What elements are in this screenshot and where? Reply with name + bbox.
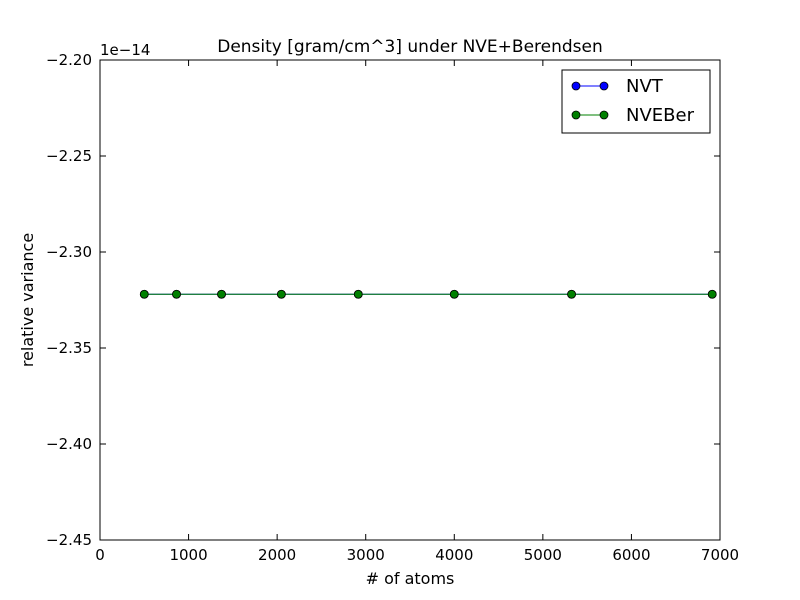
data-point-nveber <box>139 289 149 299</box>
y-offset-label: 1e−14 <box>100 41 150 59</box>
x-axis-label: # of atoms <box>366 569 455 588</box>
legend: NVT NVEBer <box>561 69 711 134</box>
legend-label-nveber: NVEBer <box>626 105 695 126</box>
data-point-nveber <box>707 289 717 299</box>
y-tick-label: −2.30 <box>46 243 92 261</box>
legend-entry-nveber: NVEBer <box>571 105 695 126</box>
y-tick-label: −2.25 <box>46 147 92 165</box>
legend-marker-nveber <box>599 110 609 120</box>
x-tick-label: 2000 <box>258 546 296 564</box>
x-tick-label: 6000 <box>612 546 650 564</box>
legend-marker-nvt <box>571 81 581 91</box>
y-tick-label: −2.35 <box>46 339 92 357</box>
y-tick-label: −2.45 <box>46 531 92 549</box>
y-tick-label: −2.40 <box>46 435 92 453</box>
axis-layer: 0 1000 2000 3000 4000 5000 6000 7000 −2.20 −2.25 −… <box>46 51 739 564</box>
x-tick-label: 5000 <box>524 546 562 564</box>
data-point-nveber <box>353 289 363 299</box>
data-point-nveber <box>172 289 181 299</box>
data-point-nveber <box>567 289 576 299</box>
legend-frame <box>561 69 711 134</box>
x-tick-label: 1000 <box>169 546 207 564</box>
chart-title: Density [gram/cm^3] under NVE+Berendsen <box>217 37 603 57</box>
legend-entry-nvt: NVT <box>571 76 664 97</box>
data-point-nveber <box>276 289 286 299</box>
data-point-nveber <box>449 289 459 299</box>
x-tick-label: 7000 <box>701 546 739 564</box>
plot-frame <box>99 59 721 541</box>
legend-label-nvt: NVT <box>626 76 664 97</box>
series-layer <box>139 289 717 299</box>
x-tick-label: 0 <box>95 546 105 564</box>
x-tick-label: 4000 <box>435 546 473 564</box>
y-tick-label: −2.20 <box>46 51 92 69</box>
legend-marker-nveber <box>571 110 581 120</box>
x-tick-label: 3000 <box>347 546 385 564</box>
series-nveber <box>139 289 717 299</box>
y-axis-label: relative variance <box>18 233 37 367</box>
data-point-nveber <box>217 289 226 299</box>
plot-area <box>100 60 720 540</box>
legend-marker-nvt <box>599 81 609 91</box>
